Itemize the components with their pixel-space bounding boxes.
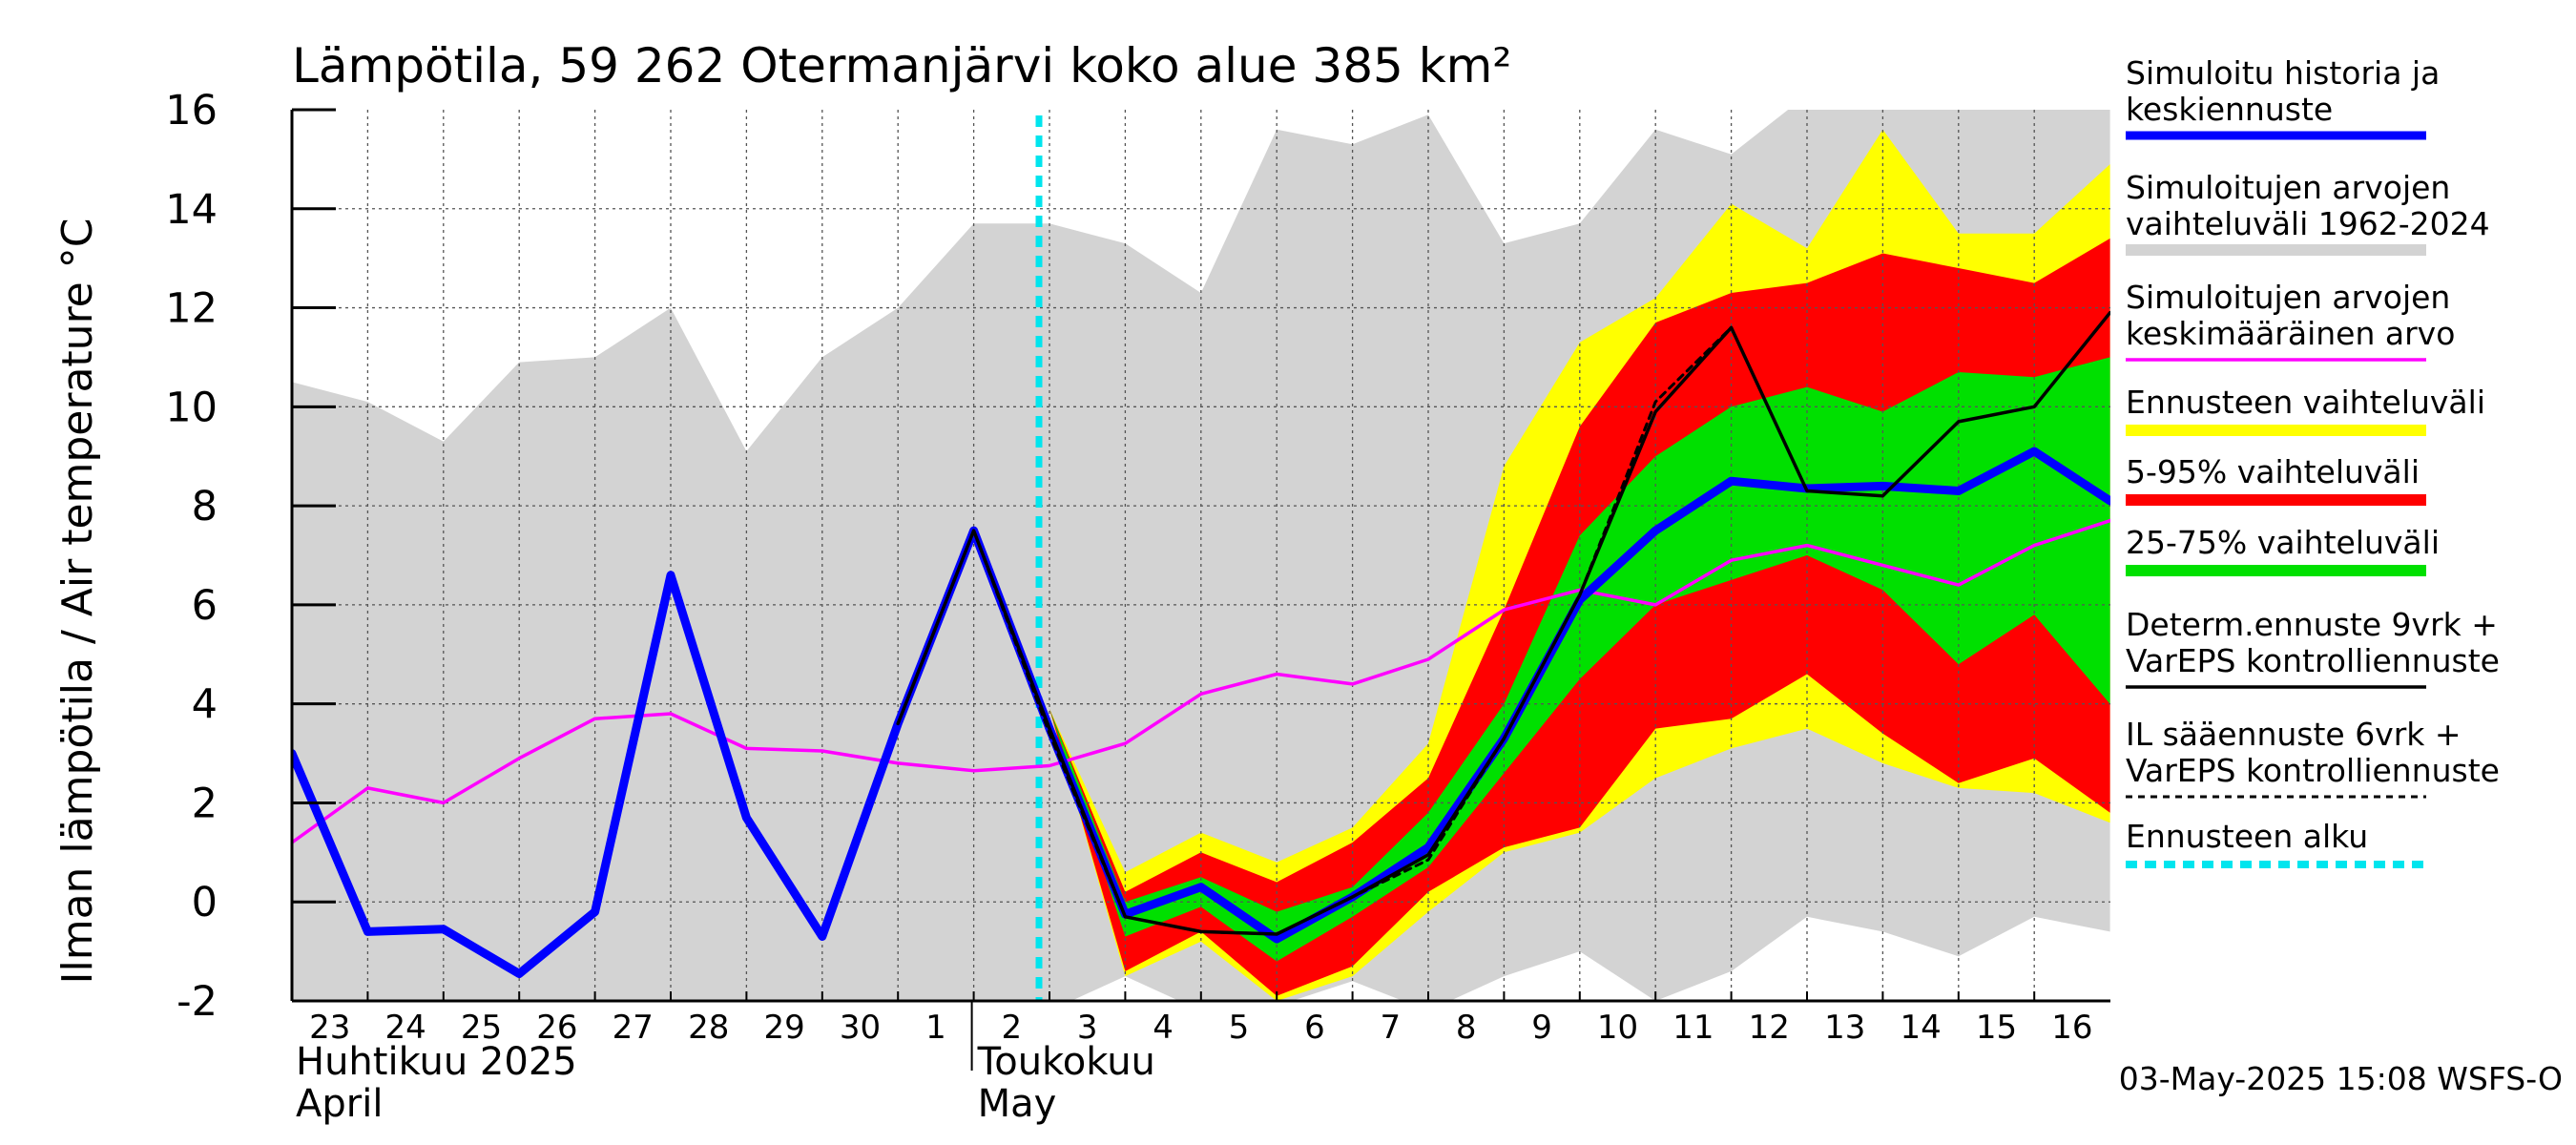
x-tick-label: 7 xyxy=(1380,1009,1401,1047)
legend-label: keskiennuste xyxy=(2126,91,2333,128)
legend-label: Determ.ennuste 9vrk + xyxy=(2126,606,2498,643)
x-tick-label: 23 xyxy=(309,1009,350,1047)
legend-label: 5-95% vaihteluväli xyxy=(2126,453,2420,490)
footer-timestamp: 03-May-2025 15:08 WSFS-O xyxy=(2119,1060,2563,1097)
x-tick-label: 10 xyxy=(1597,1009,1638,1047)
x-tick-label: 6 xyxy=(1304,1009,1325,1047)
x-tick-label: 15 xyxy=(1976,1009,2017,1047)
y-tick-label: 0 xyxy=(192,879,218,926)
y-tick-label: -2 xyxy=(177,978,218,1026)
x-tick-label: 8 xyxy=(1456,1009,1477,1047)
x-tick-label: 24 xyxy=(384,1009,426,1047)
series-simuloitujen-arvojen-keskim-r-inen-arvo xyxy=(292,518,2110,844)
y-tick-label: 8 xyxy=(192,483,218,531)
legend-label: vaihteluväli 1962-2024 xyxy=(2126,205,2490,242)
x-tick-label: 5 xyxy=(1229,1009,1250,1047)
x-tick-label: 9 xyxy=(1531,1009,1552,1047)
x-tick-label: 29 xyxy=(763,1009,804,1047)
y-tick-label: 12 xyxy=(165,285,218,333)
y-axis-label: Ilman lämpötila / Air temperature °C xyxy=(53,219,102,985)
y-tick-label: 14 xyxy=(165,186,218,234)
legend-label: IL sääennuste 6vrk + xyxy=(2126,716,2462,753)
y-tick-label: 6 xyxy=(192,582,218,630)
x-tick-label: 27 xyxy=(613,1009,654,1047)
month-label-en: May xyxy=(978,1082,1057,1126)
y-tick-label: 16 xyxy=(165,87,218,135)
legend-label: Ennusteen alku xyxy=(2126,818,2368,855)
legend-label: 25-75% vaihteluväli xyxy=(2126,524,2440,561)
legend-label: VarEPS kontrolliennuste xyxy=(2126,752,2500,789)
legend-label: Ennusteen vaihteluväli xyxy=(2126,384,2485,421)
legend-label: keskimääräinen arvo xyxy=(2126,315,2455,352)
x-tick-label: 16 xyxy=(2051,1009,2092,1047)
lines-layer xyxy=(292,310,2110,978)
x-tick-label: 11 xyxy=(1672,1009,1714,1047)
legend-label: VarEPS kontrolliennuste xyxy=(2126,642,2500,679)
chart-title: Lämpötila, 59 262 Otermanjärvi koko alue… xyxy=(292,38,1511,94)
x-tick-label: 12 xyxy=(1749,1009,1790,1047)
legend-label: Simuloitujen arvojen xyxy=(2126,169,2450,206)
x-tick-label: 4 xyxy=(1153,1009,1174,1047)
month-label: Toukokuu xyxy=(977,1040,1155,1084)
x-tick-label: 14 xyxy=(1900,1009,1941,1047)
x-tick-label: 1 xyxy=(925,1009,946,1047)
x-tick-label: 30 xyxy=(840,1009,881,1047)
x-tick-label: 3 xyxy=(1077,1009,1098,1047)
x-tick-label: 13 xyxy=(1824,1009,1865,1047)
x-tick-label: 26 xyxy=(536,1009,577,1047)
y-tick-label: 4 xyxy=(192,681,218,729)
x-tick-label: 28 xyxy=(688,1009,729,1047)
series-il-s-ennuste-6vrk-vareps-kontrolliennuste xyxy=(896,325,1734,936)
x-tick-label: 25 xyxy=(461,1009,502,1047)
x-tick-label: 2 xyxy=(1001,1009,1022,1047)
legend-label: Simuloitu historia ja xyxy=(2126,54,2440,92)
legend-label: Simuloitujen arvojen xyxy=(2126,279,2450,316)
y-tick-label: 2 xyxy=(192,780,218,827)
month-label: Huhtikuu 2025 xyxy=(296,1040,577,1084)
month-label-en: April xyxy=(296,1082,383,1126)
y-tick-label: 10 xyxy=(165,384,218,431)
